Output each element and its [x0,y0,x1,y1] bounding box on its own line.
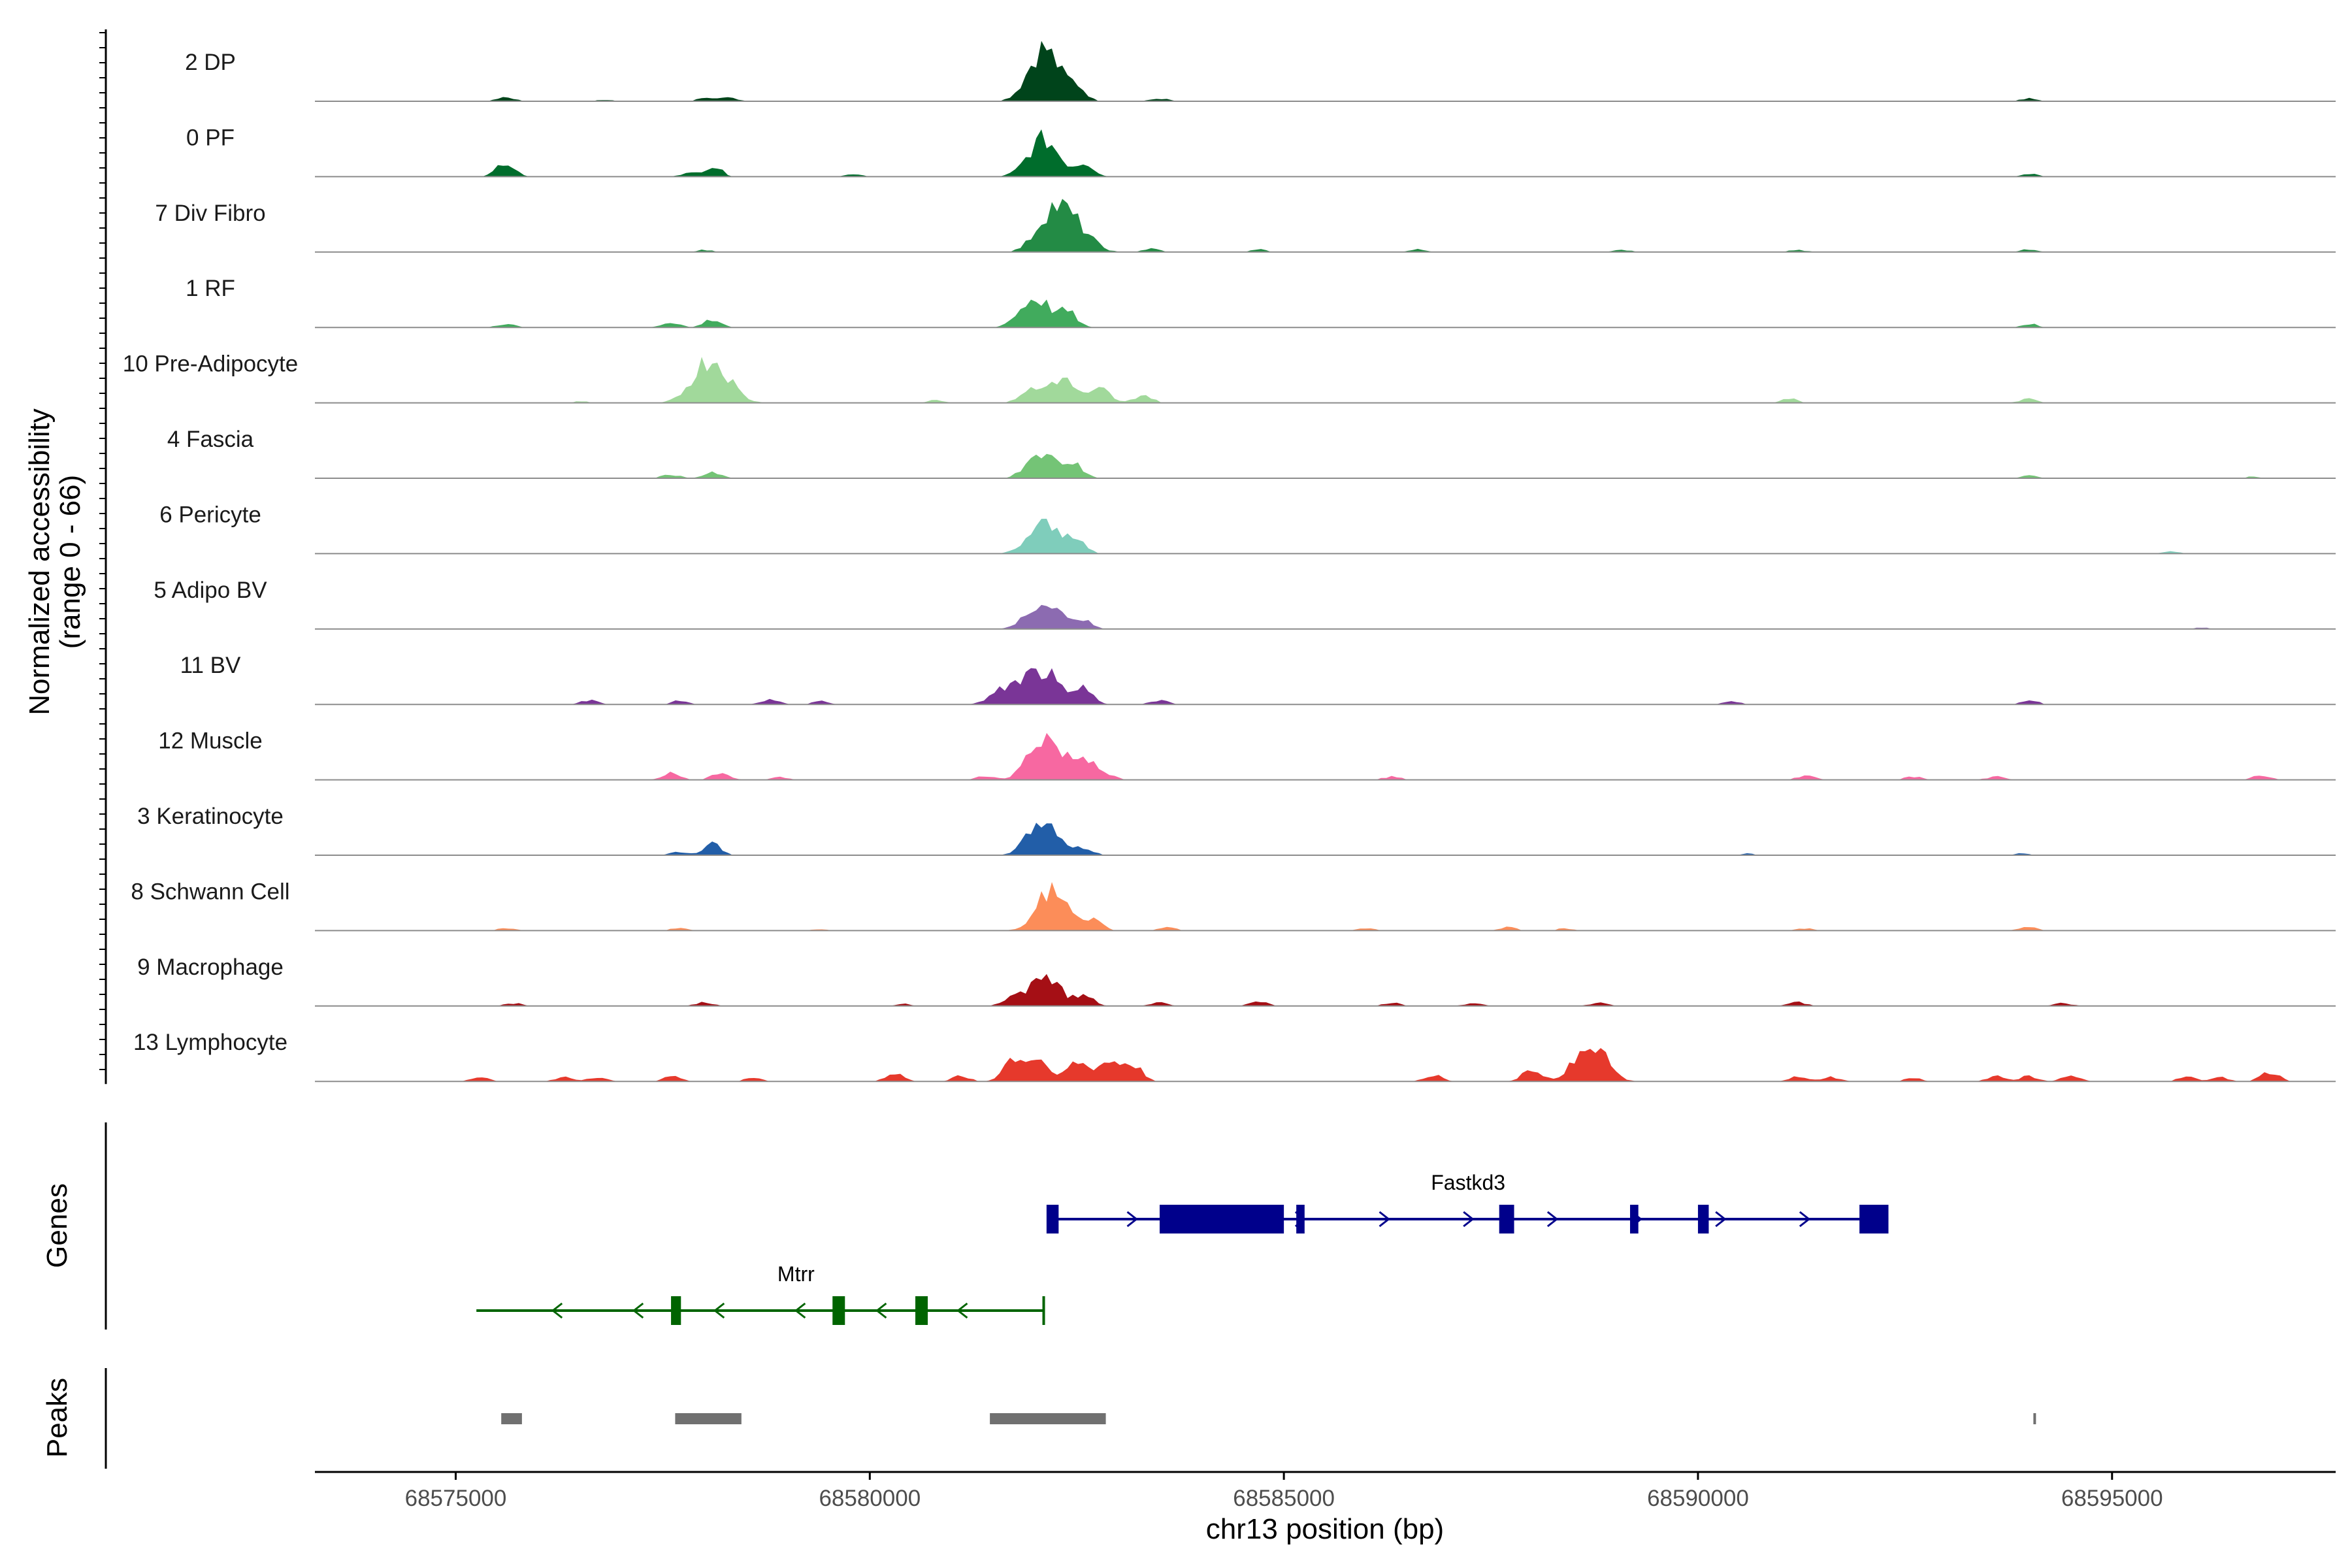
exon [1047,1205,1059,1233]
coverage-area [315,129,2336,177]
track-label: 0 PF [186,125,235,150]
coverage-area [315,882,2336,931]
exon [1499,1205,1514,1233]
genes-track: Genes Fastkd3 Mtrr [41,1122,1889,1330]
peaks-track-label: Peaks [41,1378,73,1458]
strand-chevron [956,1302,968,1319]
x-tick-label: 68575000 [405,1486,507,1511]
gene-mtrr: Mtrr [476,1262,1045,1325]
track-label: 12 Muscle [158,728,263,754]
track-label: 5 Adipo BV [154,578,267,603]
track-4-fascia: 4 Fascia [167,427,2336,479]
peak-region [2033,1413,2036,1424]
track-9-macrophage: 9 Macrophage [137,955,2336,1007]
exon [1697,1205,1709,1233]
coverage-area [315,453,2336,478]
coverage-area [315,199,2336,252]
strand-chevron [1379,1211,1390,1228]
track-label: 10 Pre-Adipocyte [123,351,298,377]
track-label: 6 Pericyte [159,502,261,527]
x-axis: 68575000 68580000 68585000 68590000 68595000 [315,1471,2336,1511]
track-label: 2 DP [185,50,236,75]
track-label: 13 Lymphocyte [133,1030,287,1055]
coverage-tracks: 2 DP 0 PF 7 Div Fibro 1 RF 10 Pre-Adipocyte 4… [123,41,2336,1083]
gene-name-label: Fastkd3 [1431,1171,1505,1194]
strand-chevron [551,1302,563,1319]
strand-chevron [794,1302,806,1319]
track-3-keratinocyte: 3 Keratinocyte [137,804,2336,856]
coverage-y-axis [99,29,107,1085]
peaks-track: Peaks [41,1368,2036,1469]
coverage-area [315,299,2336,328]
track-7-div-fibro: 7 Div Fibro [155,199,2336,253]
gene-fastkd3: Fastkd3 [1046,1171,1889,1233]
track-label: 1 RF [186,276,235,301]
coverage-area [315,823,2336,855]
x-tick-label: 68580000 [819,1486,921,1511]
coverage-area [315,732,2336,780]
track-11-bv: 11 BV [180,653,2336,706]
strand-chevron [1126,1211,1138,1228]
exon [1859,1205,1889,1233]
track-label: 3 Keratinocyte [137,804,284,829]
x-tick-label: 68590000 [1647,1486,1749,1511]
track-label: 9 Macrophage [137,955,284,980]
track-label: 4 Fascia [167,427,254,452]
exon [1629,1205,1639,1233]
peak-region [990,1413,1106,1424]
strand-chevron [1799,1211,1811,1228]
strand-chevron [713,1302,725,1319]
track-label: 7 Div Fibro [155,201,265,226]
track-10-pre-adipocyte: 10 Pre-Adipocyte [123,351,2336,404]
coverage-area [315,973,2336,1006]
coverage-area [315,1048,2336,1082]
x-tick-label: 68595000 [2061,1486,2163,1511]
coverage-area [315,604,2336,629]
coverage-area [315,357,2336,403]
track-1-rf: 1 RF [186,276,2336,329]
coverage-area [315,519,2336,554]
gene-name-label: Mtrr [777,1262,815,1286]
peak-region [675,1413,742,1424]
track-13-lymphocyte: 13 Lymphocyte [133,1030,2336,1083]
exon [1296,1205,1305,1233]
y-axis-title: Normalized accessibility [24,408,56,715]
track-2-dp: 2 DP [185,41,2336,102]
genes-track-label: Genes [41,1183,73,1268]
peak-region [501,1413,522,1424]
strand-chevron [1546,1211,1559,1228]
x-tick-label: 68585000 [1233,1486,1335,1511]
exon [671,1296,681,1325]
track-label: 11 BV [180,653,241,678]
exon [915,1296,928,1325]
track-8-schwann-cell: 8 Schwann Cell [131,879,2336,932]
track-12-muscle: 12 Muscle [158,728,2336,781]
strand-chevron [1715,1211,1727,1228]
track-5-adipo-bv: 5 Adipo BV [154,578,2336,630]
coverage-area [315,668,2336,705]
exon [832,1296,845,1325]
strand-chevron [632,1302,644,1319]
strand-chevron [875,1302,887,1319]
strand-chevron [1463,1211,1475,1228]
x-axis-title: chr13 position (bp) [1206,1513,1444,1545]
coverage-area [315,41,2336,101]
y-axis-range: (range 0 - 66) [54,475,86,649]
track-6-pericyte: 6 Pericyte [159,502,2336,555]
track-0-pf: 0 PF [186,125,2336,178]
exon [1159,1205,1284,1233]
track-label: 8 Schwann Cell [131,879,289,904]
